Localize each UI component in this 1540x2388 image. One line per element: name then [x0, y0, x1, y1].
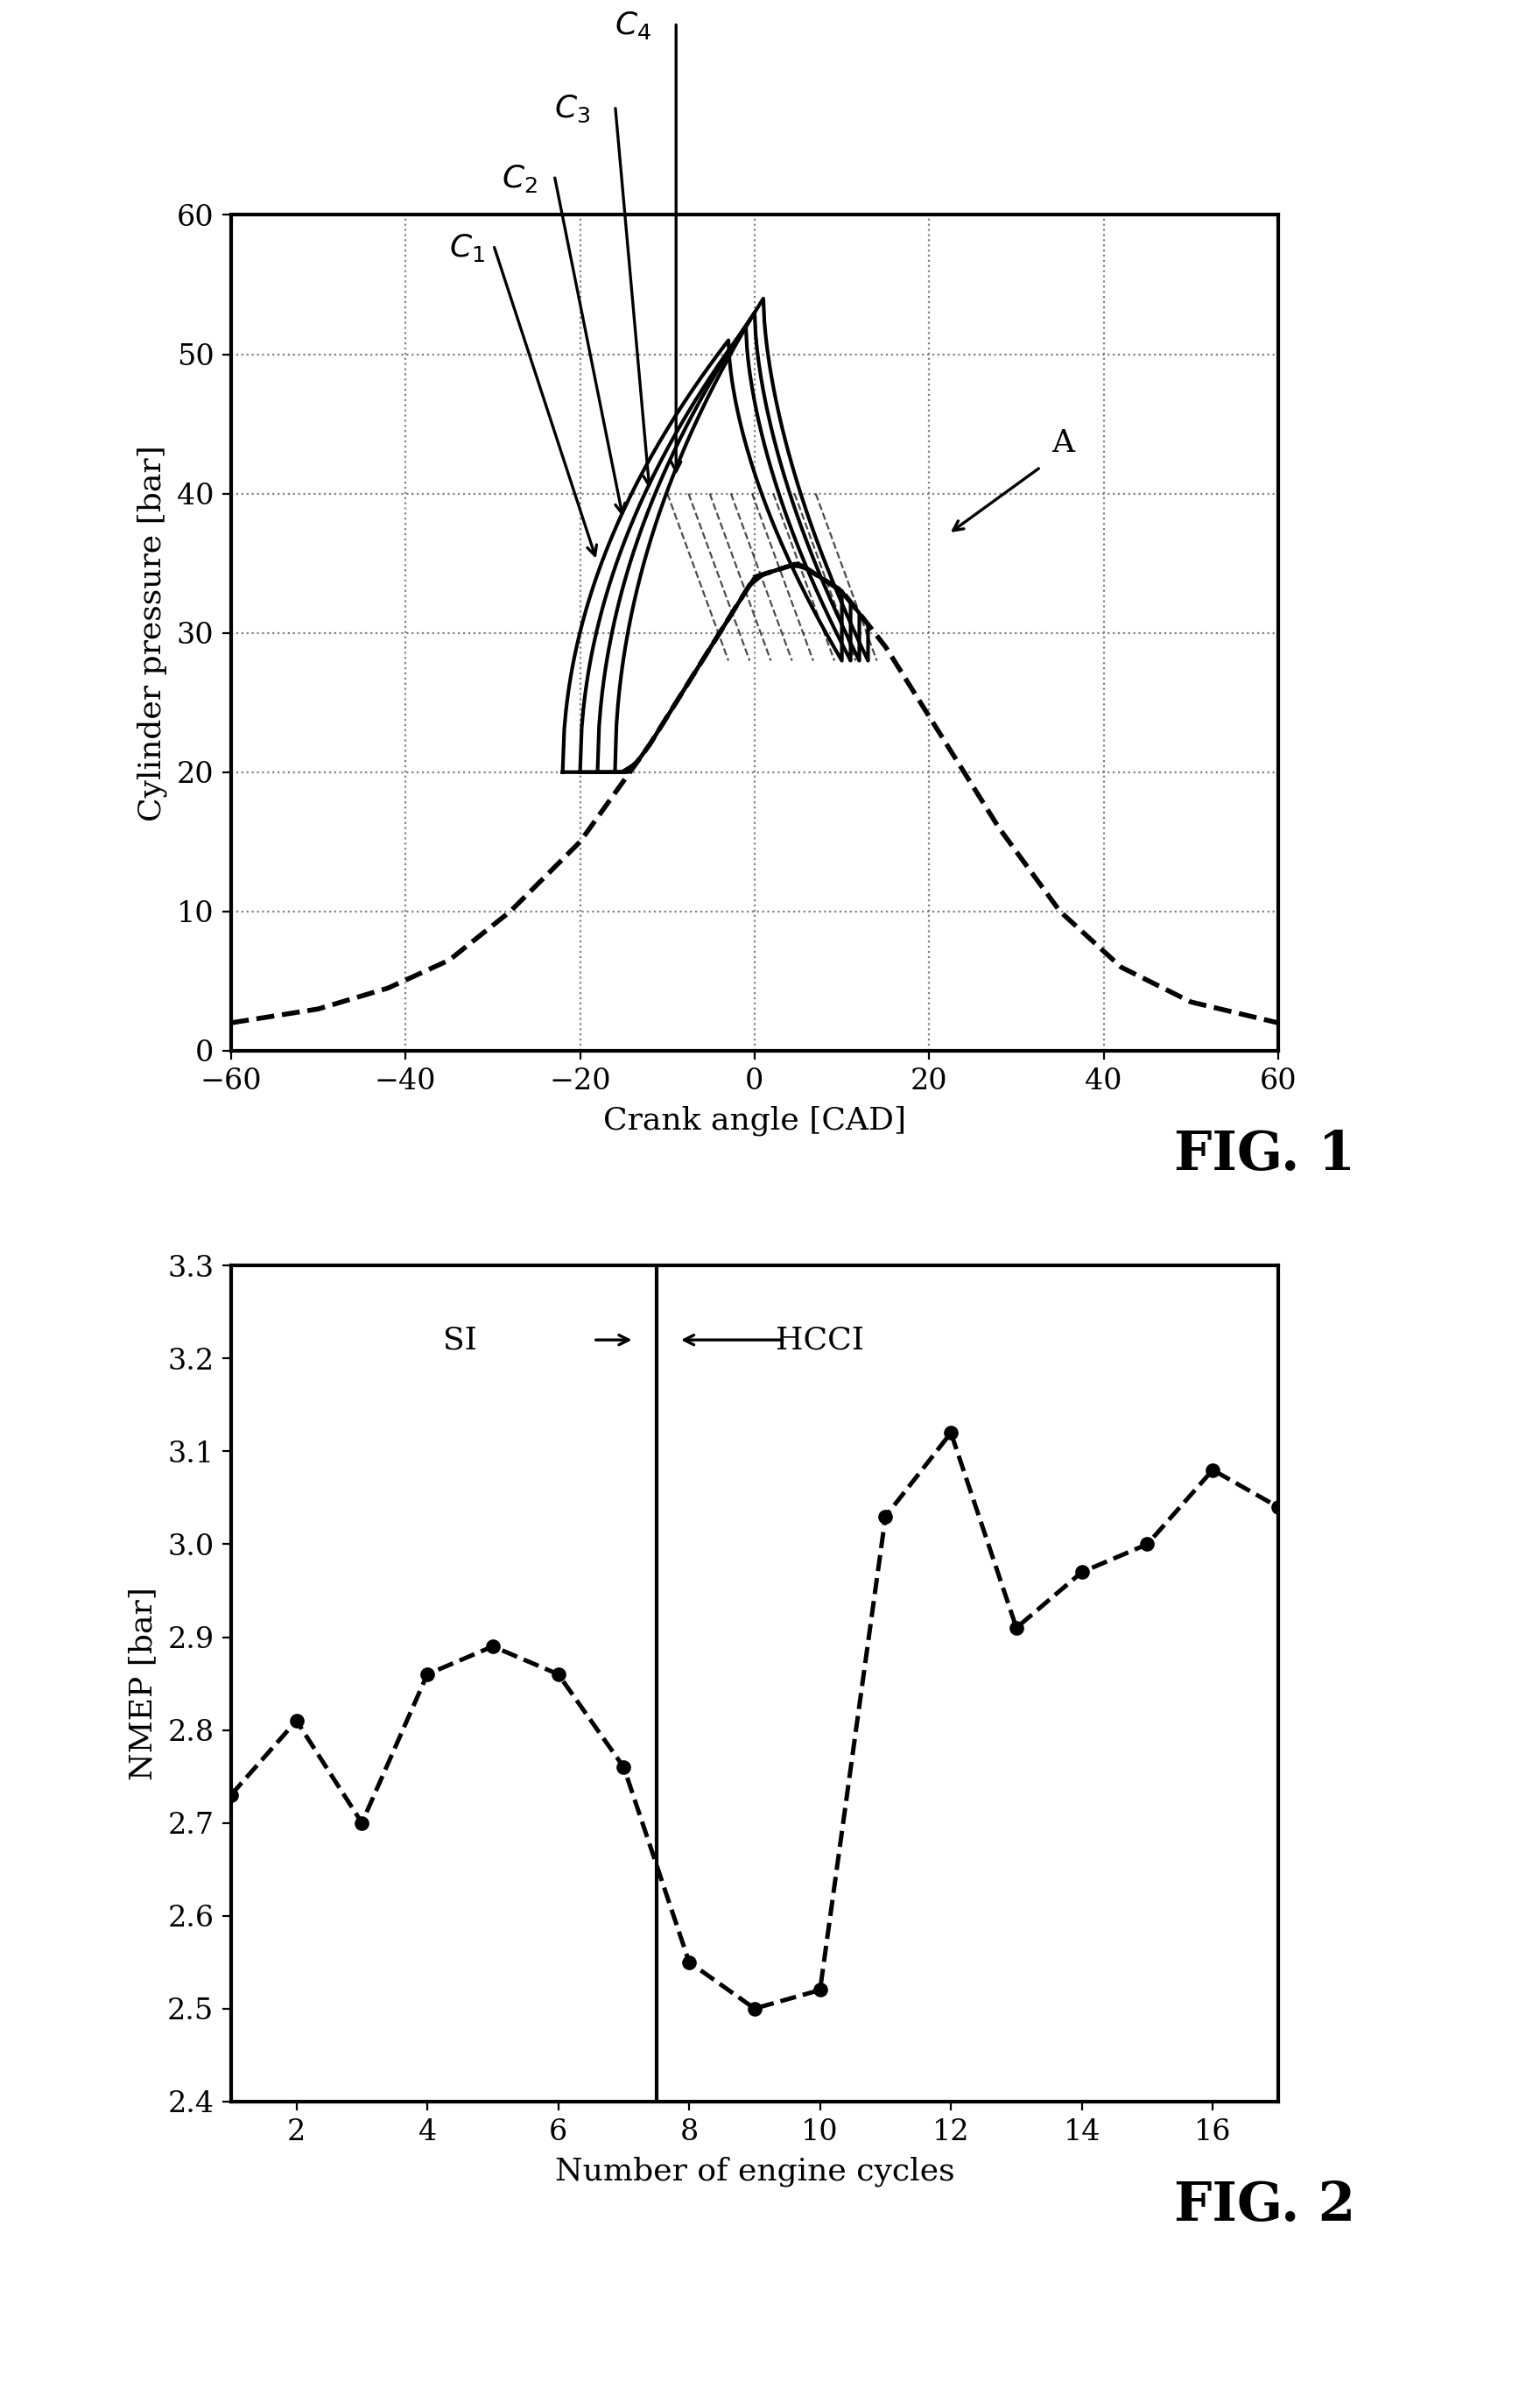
Text: $C_1$: $C_1$	[450, 232, 485, 263]
X-axis label: Number of engine cycles: Number of engine cycles	[554, 2156, 955, 2187]
Text: HCCI: HCCI	[776, 1325, 864, 1354]
Text: SI: SI	[444, 1325, 477, 1354]
Text: $C_4$: $C_4$	[614, 10, 651, 41]
Text: $C_3$: $C_3$	[554, 93, 590, 124]
X-axis label: Crank angle [CAD]: Crank angle [CAD]	[604, 1106, 906, 1137]
Text: A: A	[1052, 427, 1073, 458]
Y-axis label: NMEP [bar]: NMEP [bar]	[128, 1588, 157, 1779]
Text: FIG. 1: FIG. 1	[1173, 1130, 1355, 1182]
Y-axis label: Cylinder pressure [bar]: Cylinder pressure [bar]	[137, 444, 166, 821]
Text: FIG. 2: FIG. 2	[1173, 2180, 1355, 2233]
Text: $C_2$: $C_2$	[502, 162, 537, 193]
